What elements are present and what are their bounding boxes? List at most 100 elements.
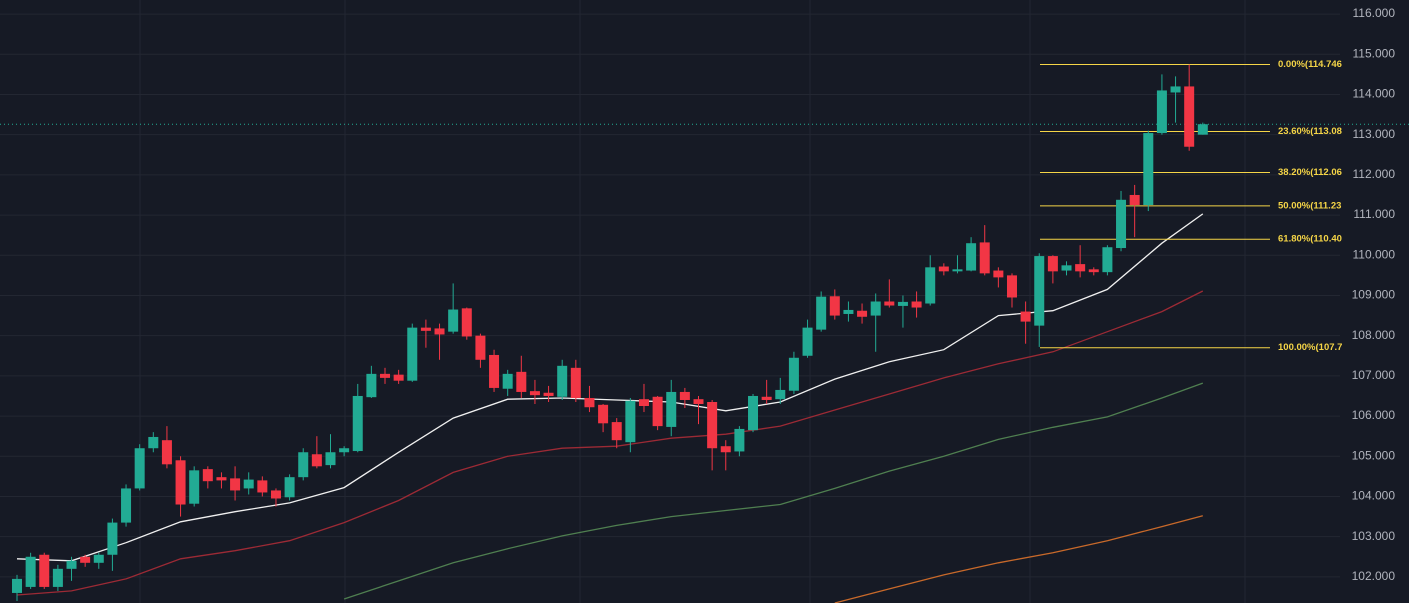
candle-body: [134, 448, 145, 489]
candle-body: [611, 422, 622, 441]
candle-body: [816, 296, 827, 330]
fib-label: 100.00%(107.7: [1278, 342, 1342, 353]
candle-body: [1061, 265, 1072, 271]
candle-body: [570, 367, 581, 398]
candle-body: [666, 391, 677, 427]
candle-body: [1047, 256, 1058, 272]
candle-body: [366, 373, 377, 398]
candle-body: [707, 402, 718, 449]
candle-body: [148, 436, 159, 449]
candle-body: [516, 371, 527, 392]
candle-body: [161, 440, 172, 465]
candle-body: [39, 554, 50, 587]
fib-label: 0.00%(114.746: [1278, 59, 1342, 70]
candle-body: [802, 327, 813, 356]
candle-body: [1034, 256, 1045, 326]
candle-body: [938, 266, 949, 272]
candle-body: [284, 477, 295, 498]
y-tick-label: 109.000: [1352, 288, 1396, 302]
y-tick-label: 108.000: [1352, 328, 1396, 342]
moving-average: [343, 382, 1204, 600]
candle-body: [652, 396, 663, 427]
candle-body: [80, 556, 91, 563]
candle-body: [230, 478, 241, 491]
y-tick-label: 103.000: [1352, 529, 1396, 543]
fib-label: 38.20%(112.06: [1278, 167, 1342, 178]
candle-body: [1129, 194, 1140, 206]
candle-body: [257, 480, 268, 493]
y-tick-label: 113.000: [1353, 127, 1396, 141]
candle-body: [1075, 264, 1086, 272]
candle-body: [1170, 86, 1181, 93]
candle-body: [543, 392, 554, 396]
candle-body: [993, 270, 1004, 278]
candle-body: [352, 395, 363, 452]
candle-body: [216, 477, 227, 481]
candle-body: [584, 397, 595, 408]
candle-body: [325, 452, 336, 466]
candle-body: [1116, 199, 1127, 249]
candle-body: [1102, 247, 1113, 273]
y-tick-label: 107.000: [1352, 368, 1396, 382]
y-tick-label: 111.000: [1353, 207, 1395, 221]
candle-body: [298, 452, 309, 478]
candle-body: [461, 308, 472, 337]
candle-body: [734, 428, 745, 452]
candle-body: [788, 357, 799, 391]
y-tick-label: 102.000: [1352, 569, 1396, 583]
candle-body: [529, 391, 540, 396]
y-tick-label: 106.000: [1352, 408, 1396, 422]
fib-label: 23.60%(113.08: [1278, 126, 1342, 137]
candle-body: [557, 365, 568, 397]
y-tick-label: 112.000: [1353, 167, 1396, 181]
candle-body: [52, 568, 63, 587]
moving-average: [16, 290, 1204, 596]
candle-body: [625, 400, 636, 443]
candle-body: [829, 296, 840, 316]
candle-body: [925, 267, 936, 304]
candle-body: [884, 301, 895, 306]
candle-body: [270, 490, 281, 499]
candle-body: [189, 470, 200, 504]
candle-body: [979, 242, 990, 274]
candle-body: [420, 327, 431, 331]
candle-body: [448, 309, 459, 332]
y-tick-label: 116.000: [1353, 6, 1396, 20]
candle-body: [598, 404, 609, 424]
candle-body: [952, 269, 963, 272]
candle-body: [434, 328, 445, 335]
candle-body: [1088, 269, 1099, 273]
candle-body: [407, 327, 418, 381]
candle-body: [761, 396, 772, 400]
candle-body: [720, 446, 731, 453]
candle-body: [339, 448, 350, 453]
candle-body: [870, 301, 881, 316]
candle-body: [911, 301, 922, 308]
fib-label: 50.00%(111.23: [1278, 200, 1341, 211]
candle-body: [243, 479, 254, 489]
candle-body: [25, 556, 36, 587]
moving-average: [834, 515, 1203, 603]
candle-body: [857, 310, 868, 317]
candle-body: [966, 243, 977, 271]
candle-body: [121, 488, 132, 523]
candle-body: [311, 454, 322, 467]
y-tick-label: 114.000: [1353, 87, 1396, 101]
candle-body: [380, 373, 391, 378]
candle-body: [202, 469, 213, 482]
candle-body: [897, 301, 908, 306]
candle-body: [1197, 124, 1208, 135]
fib-label: 61.80%(110.40: [1278, 234, 1342, 245]
candle-body: [175, 460, 186, 505]
candle-body: [93, 554, 104, 563]
candle-body: [1184, 86, 1195, 147]
candle-body: [638, 399, 649, 407]
candle-body: [1006, 275, 1017, 298]
moving-average: [16, 213, 1204, 562]
candle-body: [502, 373, 513, 389]
candle-body: [393, 374, 404, 381]
y-tick-label: 105.000: [1352, 448, 1396, 462]
candle-body: [66, 560, 77, 569]
candle-body: [1143, 133, 1154, 206]
